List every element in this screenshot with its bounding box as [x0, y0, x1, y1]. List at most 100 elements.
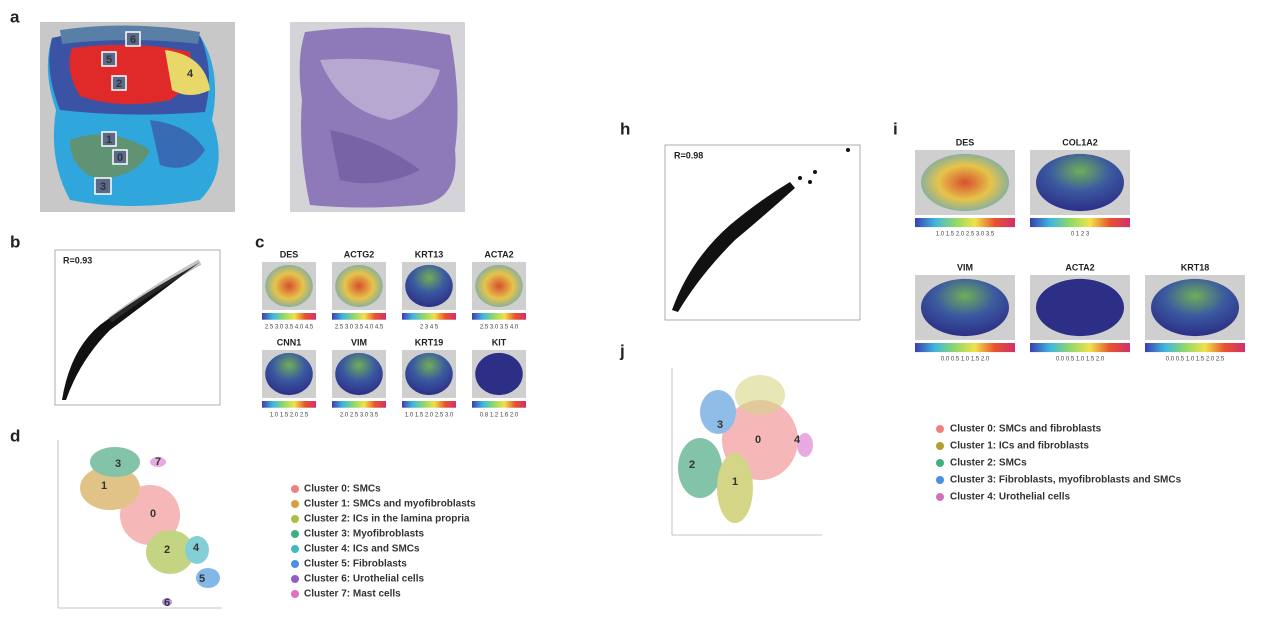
tsne-d: [57, 440, 222, 609]
colorbar-scale: 0.0 0.5 1.0 1.5 2.0: [1056, 357, 1105, 363]
colorbar: [262, 401, 316, 408]
gene-map-tissue: [335, 352, 383, 396]
colorbar: [1030, 218, 1130, 228]
spot-label: 5: [106, 54, 112, 66]
gene-map-tissue: [335, 264, 383, 308]
gene-map-tissue: [405, 352, 453, 396]
spot-label: 2: [116, 78, 122, 90]
gene-title: VIM: [957, 262, 973, 272]
gene-map-tissue: [921, 153, 1009, 212]
colorbar-scale: 2.5 3.0 3.5 4.0: [480, 324, 519, 330]
legend-label: Cluster 4: ICs and SMCs: [304, 544, 420, 555]
legend-label: Cluster 6: Urothelial cells: [304, 574, 424, 585]
legend-label: Cluster 1: ICs and fibroblasts: [950, 441, 1089, 452]
legend-label: Cluster 4: Urothelial cells: [950, 492, 1070, 503]
colorbar: [472, 313, 526, 320]
gene-title: KRT13: [415, 249, 444, 259]
gene-map-tissue: [1036, 278, 1124, 337]
colorbar: [332, 313, 386, 320]
legend-swatch: [936, 442, 944, 450]
spot-label: 6: [130, 34, 136, 46]
colorbar: [915, 218, 1015, 228]
colorbar-scale: 2.5 3.0 3.5 4.0 4.5: [265, 324, 314, 330]
legend-swatch: [291, 545, 299, 553]
panel-label: c: [255, 232, 264, 251]
colorbar: [262, 313, 316, 320]
legend-swatch: [291, 515, 299, 523]
legend-swatch: [936, 476, 944, 484]
gene-title: ACTA2: [484, 249, 513, 259]
colorbar-scale: 1.0 1.5 2.0 2.5 3.0 3.5: [936, 232, 995, 238]
colorbar: [915, 343, 1015, 353]
colorbar: [472, 401, 526, 408]
panel-label: h: [620, 119, 630, 138]
cluster-label: 3: [115, 458, 121, 470]
legend-label: Cluster 1: SMCs and myofibroblasts: [304, 499, 476, 510]
colorbar: [402, 401, 456, 408]
cluster-label: 0: [755, 434, 761, 446]
gene-title: KRT19: [415, 337, 444, 347]
gene-title: CNN1: [277, 337, 302, 347]
legend-swatch: [291, 560, 299, 568]
legend-label: Cluster 0: SMCs and fibroblasts: [950, 424, 1102, 435]
gene-title: VIM: [351, 337, 367, 347]
scatter-h: R=0.98: [664, 144, 861, 321]
gene-title: ACTA2: [1065, 262, 1094, 272]
spot-label: 4: [187, 68, 194, 80]
legend-swatch: [936, 459, 944, 467]
colorbar: [332, 401, 386, 408]
scatter-b: R=0.93: [54, 249, 221, 406]
colorbar-scale: 0.0 0.5 1.0 1.5 2.0 2.5: [1166, 357, 1225, 363]
cluster-label: 7: [155, 456, 161, 468]
legend-label: Cluster 3: Fibroblasts, myofibroblasts a…: [950, 475, 1182, 486]
spot-label: 3: [100, 181, 106, 193]
gene-map-tissue: [265, 264, 313, 308]
gene-map-tissue: [475, 352, 523, 396]
cluster-label: 4: [794, 434, 801, 446]
cluster-label: 6: [164, 597, 170, 609]
gene-map-tissue: [921, 278, 1009, 337]
gene-title: KIT: [492, 337, 507, 347]
panel-label: i: [893, 119, 898, 138]
gene-map-tissue: [475, 264, 523, 308]
legend-swatch: [291, 485, 299, 493]
legend-swatch: [291, 575, 299, 583]
colorbar-scale: 0.8 1.2 1.6 2.0: [480, 412, 519, 418]
colorbar: [402, 313, 456, 320]
gene-title: DES: [956, 137, 975, 147]
annotation: R=0.98: [674, 150, 703, 160]
colorbar-scale: 2.5 3.0 3.5 4.0 4.5: [335, 324, 384, 330]
legend-swatch: [291, 530, 299, 538]
spatial-map: [40, 22, 235, 212]
gene-map-tissue: [405, 264, 453, 308]
colorbar: [1030, 343, 1130, 353]
legend-swatch: [936, 425, 944, 433]
gene-title: ACTG2: [344, 249, 375, 259]
panel-label: j: [619, 341, 625, 360]
legend-label: Cluster 3: Myofibroblasts: [304, 529, 424, 540]
gene-title: KRT18: [1181, 262, 1210, 272]
colorbar-scale: 2.0 2.5 3.0 3.5: [340, 412, 379, 418]
colorbar-scale: 0.0 0.5 1.0 1.5 2.0: [941, 357, 990, 363]
legend-label: Cluster 7: Mast cells: [304, 589, 401, 600]
gene-title: DES: [280, 249, 299, 259]
legend-label: Cluster 0: SMCs: [304, 484, 381, 495]
legend-label: Cluster 5: Fibroblasts: [304, 559, 407, 570]
colorbar-scale: 1.0 1.5 2.0 2.5 3.0: [405, 412, 454, 418]
legend-label: Cluster 2: ICs in the lamina propria: [304, 514, 470, 525]
legend-swatch: [291, 500, 299, 508]
gene-title: COL1A2: [1062, 137, 1098, 147]
legend-label: Cluster 2: SMCs: [950, 458, 1027, 469]
tsne-j: [671, 368, 822, 536]
gene-map-tissue: [265, 352, 313, 396]
spot-label: 0: [117, 152, 123, 164]
panel-label: d: [10, 426, 20, 445]
colorbar-scale: 2 3 4 5: [420, 324, 439, 330]
annotation: R=0.93: [63, 255, 92, 265]
colorbar-scale: 1.0 1.5 2.0 2.5: [270, 412, 309, 418]
cluster-label: 2: [689, 459, 695, 471]
legend-swatch: [936, 493, 944, 501]
cluster-label: 5: [199, 573, 205, 585]
cluster-label: 2: [164, 544, 170, 556]
